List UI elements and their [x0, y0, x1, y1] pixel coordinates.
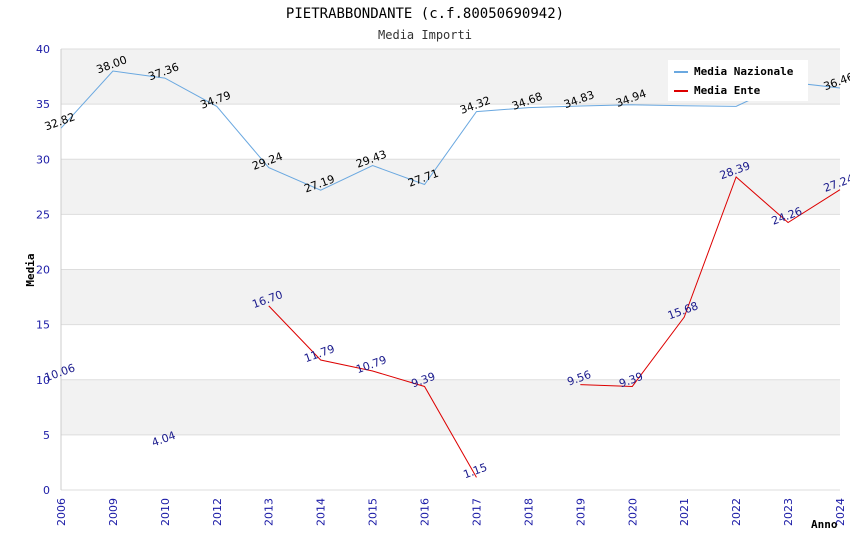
- chart-band: [61, 379, 840, 435]
- y-tick-label: 0: [43, 484, 50, 497]
- chart-subtitle: Media Importi: [378, 28, 472, 42]
- x-tick-label: 2012: [211, 498, 224, 526]
- y-tick-label: 15: [36, 319, 50, 332]
- x-tick-label: 2013: [263, 498, 276, 526]
- series-line-nazionale: [60, 70, 841, 191]
- x-tick-label: 2021: [678, 498, 691, 526]
- series-line-ente: [580, 176, 841, 387]
- chart-bands: [61, 49, 840, 435]
- x-tick-label: 2019: [574, 498, 587, 526]
- y-tick-label: 40: [36, 43, 50, 56]
- y-tick-label: 35: [36, 98, 50, 111]
- x-tick-label: 2020: [626, 498, 639, 526]
- y-tick-label: 20: [36, 264, 50, 277]
- x-tick-label: 2023: [782, 498, 795, 526]
- x-tick-label: 2006: [55, 498, 68, 526]
- x-axis-label: Anno: [811, 518, 838, 531]
- y-tick-label: 5: [43, 429, 50, 442]
- legend-label-ente: Media Ente: [694, 84, 761, 97]
- series-lines: [60, 70, 841, 478]
- x-tick-label: 2018: [522, 498, 535, 526]
- chart-band: [61, 269, 840, 325]
- x-tick-label: 2015: [367, 498, 380, 526]
- series-line-ente: [268, 305, 477, 478]
- x-tick-label: 2010: [159, 498, 172, 526]
- chart-grid: [60, 48, 840, 491]
- x-tick-label: 2022: [730, 498, 743, 526]
- legend: Media Nazionale Media Ente: [668, 60, 808, 101]
- x-tick-label: 2024: [834, 498, 847, 526]
- data-label-nazionale: 32.82: [43, 110, 77, 133]
- data-label-ente: 10.79: [354, 353, 388, 376]
- chart-band: [61, 159, 840, 215]
- data-label-ente: 1.15: [462, 461, 489, 482]
- x-tick-label: 2017: [470, 498, 483, 526]
- y-tick-label: 10: [36, 374, 50, 387]
- x-tick-label: 2009: [107, 498, 120, 526]
- y-axis-ticks: 0 5 10 15 20 25 30 35 40: [36, 43, 50, 497]
- x-tick-label: 2016: [419, 498, 432, 526]
- legend-label-nazionale: Media Nazionale: [694, 65, 794, 78]
- x-tick-label: 2014: [315, 498, 328, 526]
- chart-title: PIETRABBONDANTE (c.f.80050690942): [286, 6, 564, 22]
- legend-box: [668, 60, 808, 101]
- y-axis-label: Media: [24, 253, 37, 286]
- y-tick-label: 30: [36, 153, 50, 166]
- x-axis-ticks: 2006 2009 2010 2012 2013 2014 2015 2016 2017 2018…: [55, 498, 847, 526]
- y-tick-label: 25: [36, 208, 50, 221]
